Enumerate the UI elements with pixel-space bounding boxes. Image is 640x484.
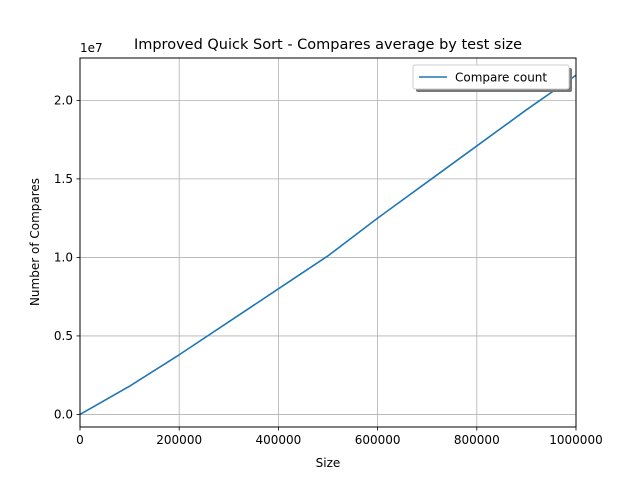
y-tick-label: 2.0 (54, 94, 73, 108)
x-tick-label: 400000 (255, 433, 301, 447)
x-tick-label: 1000000 (549, 433, 602, 447)
x-tick-label: 600000 (355, 433, 401, 447)
chart-title: Improved Quick Sort - Compares average b… (134, 37, 522, 53)
x-tick-label: 800000 (454, 433, 500, 447)
y-tick-label: 1.5 (54, 172, 73, 186)
x-tick-label: 0 (76, 433, 84, 447)
y-tick-label: 0.5 (54, 329, 73, 343)
y-tick-label: 0.0 (54, 408, 73, 422)
legend: Compare count (413, 65, 572, 92)
y-tick-label: 1.0 (54, 251, 73, 265)
y-axis-scale-label: 1e7 (80, 41, 103, 55)
x-axis-label: Size (316, 456, 341, 470)
legend-label-compare-count: Compare count (455, 71, 547, 85)
y-axis-label: Number of Compares (28, 178, 42, 306)
x-tick-label: 200000 (156, 433, 202, 447)
